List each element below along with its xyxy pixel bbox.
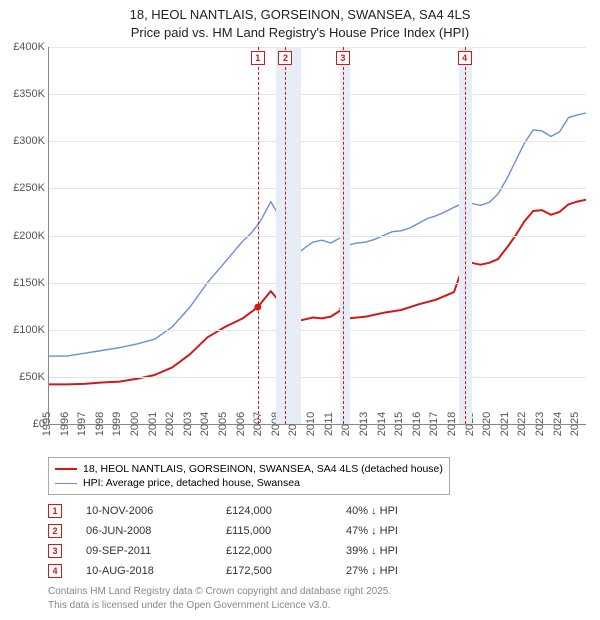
- x-axis-label: 2007: [248, 412, 264, 436]
- y-axis-label: £400K: [13, 41, 49, 53]
- table-delta: 39% ↓ HPI: [346, 545, 466, 557]
- title-line-2: Price paid vs. HM Land Registry's House …: [8, 24, 592, 42]
- table-price: £124,000: [226, 505, 346, 517]
- table-marker-box: 3: [48, 544, 62, 558]
- figure-root: 18, HEOL NANTLAIS, GORSEINON, SWANSEA, S…: [0, 0, 600, 616]
- sale-marker-label: 2: [278, 51, 292, 65]
- x-axis-label: 2024: [547, 412, 563, 436]
- table-date: 10-AUG-2018: [86, 565, 226, 577]
- x-axis-label: 2003: [178, 412, 194, 436]
- sale-marker-label: 3: [336, 51, 350, 65]
- table-row: 4 10-AUG-2018£172,50027% ↓ HPI: [48, 561, 592, 581]
- highlight-band: [340, 47, 351, 424]
- x-axis-label: 2004: [195, 412, 211, 436]
- table-delta: 27% ↓ HPI: [346, 565, 466, 577]
- price-line: [49, 200, 586, 385]
- title-line-1: 18, HEOL NANTLAIS, GORSEINON, SWANSEA, S…: [8, 6, 592, 24]
- y-axis-label: £250K: [13, 182, 49, 194]
- x-axis-label: 1996: [54, 412, 70, 436]
- x-axis-label: 2025: [565, 412, 581, 436]
- x-axis-label: 2015: [389, 412, 405, 436]
- table-delta: 47% ↓ HPI: [346, 525, 466, 537]
- y-axis-label: £100K: [13, 324, 49, 336]
- x-axis-label: 1997: [72, 412, 88, 436]
- table-price: £115,000: [226, 525, 346, 537]
- footer-line-1: Contains HM Land Registry data © Crown c…: [48, 585, 592, 599]
- x-axis-label: 2017: [424, 412, 440, 436]
- x-axis-label: 2013: [354, 412, 370, 436]
- footer-attribution: Contains HM Land Registry data © Crown c…: [48, 585, 592, 612]
- table-marker-box: 2: [48, 524, 62, 538]
- chart-title: 18, HEOL NANTLAIS, GORSEINON, SWANSEA, S…: [8, 6, 592, 41]
- x-axis-label: 2001: [142, 412, 158, 436]
- y-axis-label: £150K: [13, 277, 49, 289]
- x-axis-label: 2002: [160, 412, 176, 436]
- sale-marker-label: 4: [458, 51, 472, 65]
- table-row: 3 09-SEP-2011£122,00039% ↓ HPI: [48, 541, 592, 561]
- legend-label: 18, HEOL NANTLAIS, GORSEINON, SWANSEA, S…: [83, 463, 443, 475]
- table-marker-box: 1: [48, 504, 62, 518]
- table-date: 10-NOV-2006: [86, 505, 226, 517]
- y-gridline: [49, 94, 586, 95]
- y-axis-label: £350K: [13, 88, 49, 100]
- legend-swatch: [55, 468, 77, 470]
- y-axis-label: £200K: [13, 230, 49, 242]
- x-axis-label: 1999: [107, 412, 123, 436]
- sale-marker-line: [258, 47, 259, 424]
- legend: 18, HEOL NANTLAIS, GORSEINON, SWANSEA, S…: [48, 457, 450, 495]
- table-date: 09-SEP-2011: [86, 545, 226, 557]
- x-axis-label: 2023: [530, 412, 546, 436]
- y-gridline: [49, 47, 586, 48]
- y-gridline: [49, 283, 586, 284]
- y-axis-label: £300K: [13, 135, 49, 147]
- x-axis-label: 2011: [319, 412, 335, 436]
- table-row: 2 06-JUN-2008£115,00047% ↓ HPI: [48, 521, 592, 541]
- x-axis-label: 2006: [230, 412, 246, 436]
- table-price: £122,000: [226, 545, 346, 557]
- x-axis-label: 2022: [512, 412, 528, 436]
- y-gridline: [49, 188, 586, 189]
- table-row: 1 10-NOV-2006£124,00040% ↓ HPI: [48, 501, 592, 521]
- x-axis-label: 2021: [495, 412, 511, 436]
- table-delta: 40% ↓ HPI: [346, 505, 466, 517]
- x-axis-label: 2005: [213, 412, 229, 436]
- sale-marker-line: [465, 47, 466, 424]
- table-marker-box: 4: [48, 564, 62, 578]
- y-gridline: [49, 377, 586, 378]
- legend-swatch: [55, 483, 77, 484]
- x-axis-label: 2020: [477, 412, 493, 436]
- y-axis-label: £50K: [19, 371, 49, 383]
- x-axis-label: 2016: [406, 412, 422, 436]
- footer-line-2: This data is licensed under the Open Gov…: [48, 599, 592, 613]
- sale-marker-line: [285, 47, 286, 424]
- y-gridline: [49, 236, 586, 237]
- table-price: £172,500: [226, 565, 346, 577]
- legend-label: HPI: Average price, detached house, Swan…: [83, 477, 300, 489]
- table-date: 06-JUN-2008: [86, 525, 226, 537]
- sale-marker-line: [343, 47, 344, 424]
- legend-row: 18, HEOL NANTLAIS, GORSEINON, SWANSEA, S…: [55, 462, 443, 476]
- highlight-band: [276, 47, 301, 424]
- x-axis-label: 2010: [301, 412, 317, 436]
- sales-table: 1 10-NOV-2006£124,00040% ↓ HPI 2 06-JUN-200…: [48, 501, 592, 581]
- x-axis-label: 1998: [90, 412, 106, 436]
- x-axis-label: 2014: [371, 412, 387, 436]
- y-gridline: [49, 330, 586, 331]
- chart-area: £0£50K£100K£150K£200K£250K£300K£350K£400…: [48, 47, 586, 425]
- y-gridline: [49, 141, 586, 142]
- x-axis-label: 2018: [442, 412, 458, 436]
- x-axis-label: 1995: [37, 412, 53, 436]
- legend-row: HPI: Average price, detached house, Swan…: [55, 476, 443, 490]
- x-axis-label: 2000: [125, 412, 141, 436]
- sale-marker-label: 1: [251, 51, 265, 65]
